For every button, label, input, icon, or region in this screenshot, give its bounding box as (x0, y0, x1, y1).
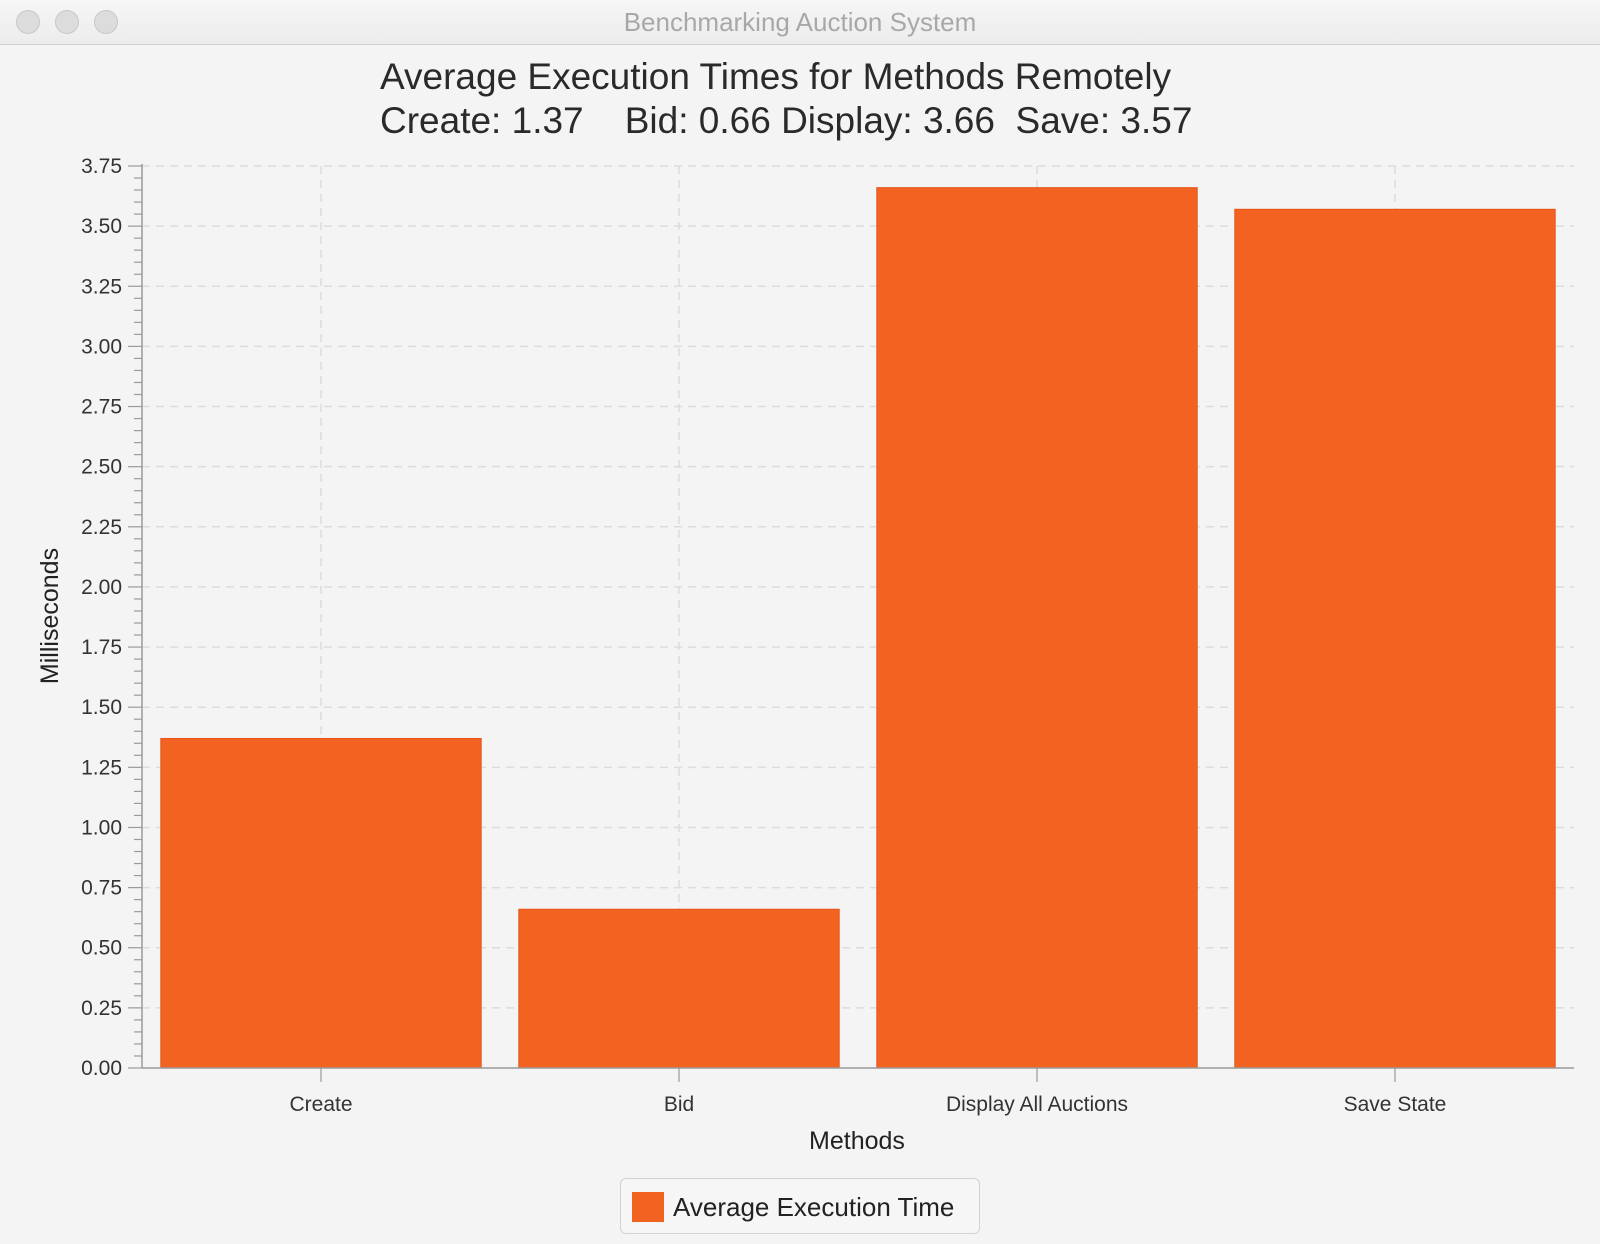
chart-subtitle: Create: 1.37 Bid: 0.66 Display: 3.66 Sav… (380, 100, 1193, 141)
y-tick-label: 0.00 (81, 1057, 122, 1080)
x-tick-label: Bid (664, 1093, 694, 1116)
y-tick-label: 1.00 (81, 816, 122, 839)
y-tick-label: 1.75 (81, 636, 122, 659)
y-tick-label: 0.75 (81, 877, 122, 900)
close-window-button[interactable] (16, 10, 40, 34)
y-tick-label: 2.25 (81, 516, 122, 539)
y-axis-label: Milliseconds (36, 548, 64, 684)
y-tick-label: 1.25 (81, 756, 122, 779)
bar (160, 737, 482, 1069)
y-tick-label: 2.00 (81, 576, 122, 599)
x-tick-label: Save State (1344, 1093, 1447, 1116)
legend-label: Average Execution Time (673, 1192, 955, 1222)
y-tick-label: 3.50 (81, 215, 122, 238)
y-tick-label: 0.25 (81, 997, 122, 1020)
bar (876, 187, 1198, 1069)
window-title: Benchmarking Auction System (623, 7, 977, 37)
y-tick-label: 2.50 (81, 456, 122, 479)
chart-title: Average Execution Times for Methods Remo… (380, 56, 1172, 97)
legend-swatch (632, 1192, 664, 1222)
legend: Average Execution Time (620, 1178, 980, 1234)
x-tick-label: Display All Auctions (946, 1093, 1128, 1116)
y-tick-label: 2.75 (81, 396, 122, 419)
y-tick-label: 3.75 (81, 155, 122, 178)
y-tick-label: 1.50 (81, 696, 122, 719)
zoom-window-button[interactable] (94, 10, 118, 34)
x-axis-label: Methods (809, 1127, 905, 1155)
x-tick-label: Create (289, 1093, 352, 1116)
bar (1234, 208, 1556, 1069)
axes: 0.00 0.25 0.50 0.75 1.00 1.25 1.50 1.75 2.00 2.25… (81, 155, 1574, 1116)
minimize-window-button[interactable] (55, 10, 79, 34)
bar (518, 908, 840, 1069)
bars (160, 187, 1556, 1069)
y-tick-label: 3.00 (81, 335, 122, 358)
title-bar: Benchmarking Auction System (0, 0, 1600, 45)
y-tick-label: 3.25 (81, 275, 122, 298)
y-tick-label: 0.50 (81, 937, 122, 960)
